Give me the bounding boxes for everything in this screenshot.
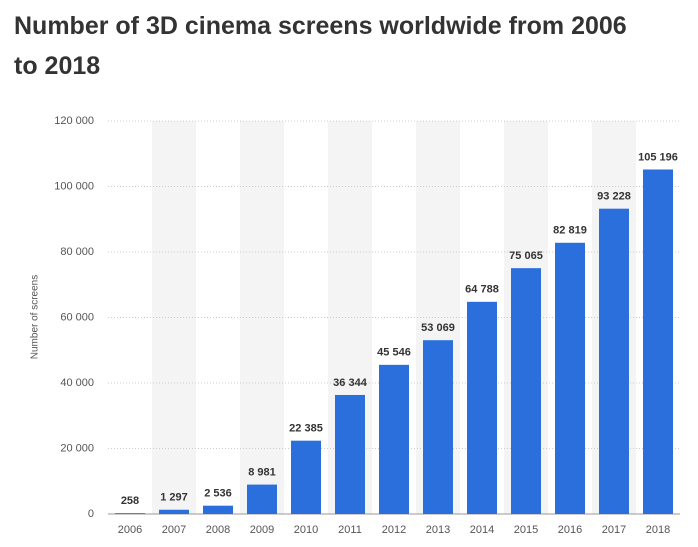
- y-tick-label: 40 000: [60, 377, 94, 389]
- value-label: 2 536: [204, 488, 232, 500]
- x-tick-label: 2006: [118, 524, 142, 536]
- value-label: 82 819: [553, 225, 587, 237]
- value-label: 75 065: [509, 250, 543, 262]
- bar: [467, 301, 497, 514]
- x-tick-label: 2011: [338, 524, 362, 536]
- x-tick-label: 2016: [558, 524, 582, 536]
- x-tick-label: 2012: [382, 524, 406, 536]
- bar: [643, 169, 673, 514]
- value-label: 1 297: [160, 492, 188, 504]
- bar: [335, 394, 365, 514]
- value-label: 258: [121, 495, 139, 507]
- value-label: 22 385: [289, 423, 323, 435]
- y-tick-label: 80 000: [60, 246, 94, 258]
- bar: [159, 509, 189, 514]
- x-tick-label: 2013: [426, 524, 450, 536]
- bar: [423, 340, 453, 514]
- bar: [511, 268, 541, 514]
- bar: [555, 242, 585, 515]
- y-tick-label: 100 000: [54, 180, 94, 192]
- y-tick-label: 0: [88, 508, 94, 520]
- value-label: 105 196: [638, 151, 678, 163]
- x-tick-label: 2009: [250, 524, 274, 536]
- y-tick-label: 20 000: [60, 442, 94, 454]
- x-tick-label: 2008: [206, 524, 230, 536]
- bar: [203, 505, 233, 514]
- x-tick-label: 2014: [470, 524, 494, 536]
- bar: [379, 364, 409, 514]
- bar: [291, 440, 321, 514]
- value-label: 64 788: [465, 284, 499, 296]
- bar: [115, 513, 145, 514]
- value-label: 53 069: [421, 322, 455, 334]
- x-tick-label: 2017: [602, 524, 626, 536]
- x-tick-label: 2018: [646, 524, 670, 536]
- x-tick-label: 2007: [162, 524, 186, 536]
- bar: [599, 208, 629, 515]
- bar: [247, 484, 277, 514]
- value-label: 36 344: [333, 377, 368, 389]
- value-label: 93 228: [597, 191, 631, 203]
- x-tick-label: 2010: [294, 524, 318, 536]
- y-tick-label: 120 000: [54, 115, 94, 127]
- chart-title: Number of 3D cinema screens worldwide fr…: [14, 12, 627, 80]
- y-axis-label: Number of screens: [30, 275, 41, 359]
- value-label: 45 546: [377, 347, 411, 359]
- value-label: 8 981: [248, 466, 276, 478]
- y-tick-label: 60 000: [60, 311, 94, 323]
- x-tick-label: 2015: [514, 524, 538, 536]
